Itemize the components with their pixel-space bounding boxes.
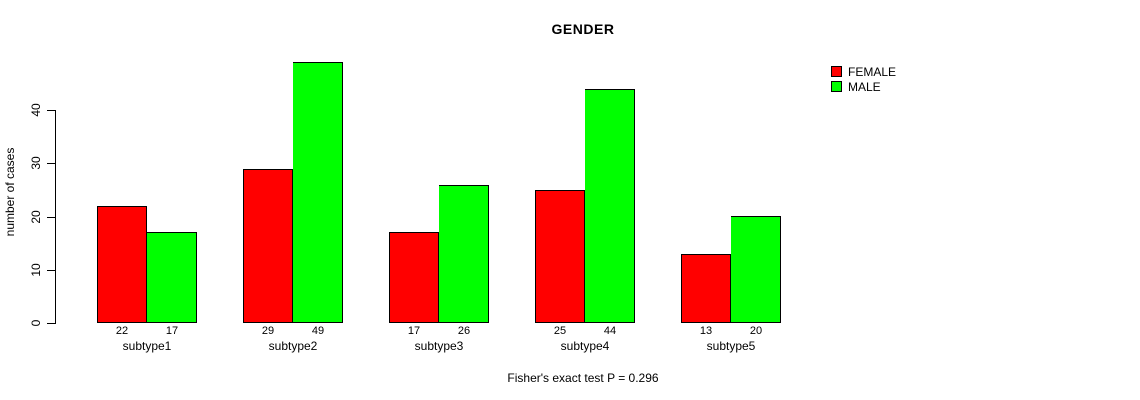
legend-row-female: FEMALE	[831, 64, 896, 79]
y-tick-mark	[47, 217, 55, 218]
y-tick-label: 10	[29, 263, 43, 277]
category-label-subtype4: subtype4	[560, 339, 610, 353]
y-tick-mark	[47, 163, 55, 164]
bar-male-subtype4	[585, 89, 635, 323]
bar-female-subtype3	[389, 232, 439, 323]
bar-value-label: 20	[749, 325, 763, 337]
bar-male-subtype1	[147, 232, 197, 323]
y-tick-mark	[47, 323, 55, 324]
bar-male-subtype3	[439, 185, 489, 323]
bar-value-label: 17	[165, 325, 179, 337]
bar-female-subtype2	[243, 169, 293, 323]
bar-value-label: 25	[553, 325, 567, 337]
legend-label: FEMALE	[848, 64, 897, 79]
y-tick-mark	[47, 270, 55, 271]
fishers-test-caption: Fisher's exact test P = 0.296	[507, 371, 659, 385]
y-tick-label: 0	[29, 319, 43, 327]
y-axis-line	[55, 110, 56, 324]
category-label-subtype2: subtype2	[268, 339, 318, 353]
legend-swatch-male	[831, 81, 842, 92]
bar-female-subtype5	[681, 254, 731, 323]
category-label-subtype1: subtype1	[122, 339, 172, 353]
category-label-subtype5: subtype5	[706, 339, 756, 353]
bar-value-label: 22	[115, 325, 129, 337]
y-tick-mark	[47, 110, 55, 111]
category-label-subtype3: subtype3	[414, 339, 464, 353]
bar-value-label: 26	[457, 325, 471, 337]
legend: FEMALE MALE	[831, 64, 896, 94]
chart-title: GENDER	[551, 21, 615, 37]
y-axis-label: number of cases	[3, 147, 17, 237]
bar-value-label: 29	[261, 325, 275, 337]
y-tick-label: 20	[29, 210, 43, 224]
bar-male-subtype2	[293, 62, 343, 323]
bar-value-label: 13	[699, 325, 713, 337]
bar-value-label: 44	[603, 325, 617, 337]
legend-swatch-female	[831, 66, 842, 77]
legend-row-male: MALE	[831, 79, 896, 94]
bar-female-subtype1	[97, 206, 147, 323]
bar-value-label: 17	[407, 325, 421, 337]
bar-male-subtype5	[731, 216, 781, 323]
legend-label: MALE	[848, 79, 881, 94]
bar-female-subtype4	[535, 190, 585, 323]
bar-value-label: 49	[311, 325, 325, 337]
y-tick-label: 30	[29, 156, 43, 170]
y-tick-label: 40	[29, 103, 43, 117]
